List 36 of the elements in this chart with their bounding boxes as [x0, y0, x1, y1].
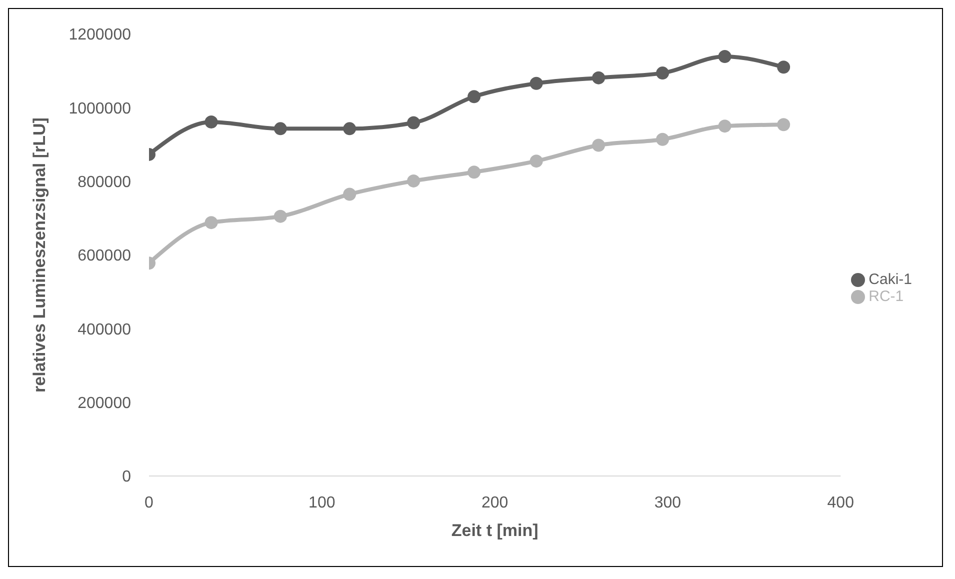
- point: [530, 154, 543, 168]
- point: [592, 71, 606, 84]
- x-tick-label: 200: [481, 494, 508, 512]
- point: [718, 50, 732, 63]
- point: [718, 120, 732, 133]
- point: [407, 174, 420, 188]
- point: [204, 216, 218, 230]
- y-tick-label: 0: [122, 468, 132, 486]
- y-tick-label: 200000: [78, 395, 132, 412]
- x-tick-label: 100: [308, 494, 336, 512]
- point: [343, 122, 356, 136]
- y-tick-label: 800000: [78, 174, 132, 192]
- point: [343, 188, 356, 201]
- y-tick-label: 1200000: [68, 26, 132, 44]
- point: [530, 76, 543, 90]
- x-tick-label: 400: [827, 494, 854, 512]
- y-tick-label: 600000: [78, 248, 132, 265]
- x-tick-label: 300: [654, 494, 682, 512]
- x-axis-title: Zeit t [min]: [451, 521, 538, 540]
- point: [777, 60, 790, 74]
- x-tick-label: 0: [144, 494, 154, 512]
- legend-label: RC-1: [868, 288, 904, 304]
- y-tick-label: 1000000: [68, 100, 132, 118]
- point: [777, 118, 790, 132]
- y-tick-label: 400000: [78, 321, 132, 338]
- point: [468, 90, 481, 104]
- point: [274, 122, 287, 136]
- point: [407, 116, 420, 130]
- point: [656, 132, 670, 146]
- point: [274, 210, 287, 223]
- point: [592, 138, 606, 152]
- point: [204, 116, 218, 129]
- legend-label: Caki-1: [868, 270, 912, 288]
- point: [656, 66, 670, 80]
- point: [468, 166, 481, 179]
- y-axis-title: relatives Lumineszenzsignal [rLU]: [30, 118, 50, 392]
